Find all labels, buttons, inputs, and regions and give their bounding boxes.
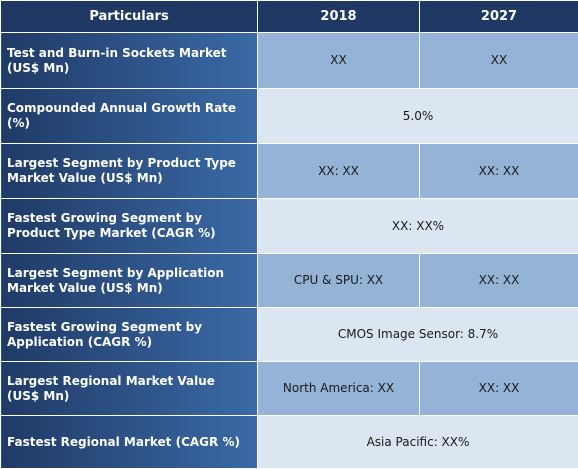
header-particulars: Particulars [1,1,258,33]
table-row: Fastest Regional Market (CAGR %) Asia Pa… [1,416,578,469]
value-2018: XX: XX [258,144,420,199]
row-label: Compounded Annual Growth Rate (%) [1,89,258,144]
value-2018: CPU & SPU: XX [258,254,420,308]
row-label: Test and Burn-in Sockets Market (US$ Mn) [1,33,258,89]
value-2027: XX [420,33,578,89]
table-row: Test and Burn-in Sockets Market (US$ Mn)… [1,33,578,89]
value-2018: XX [258,33,420,89]
row-label: Fastest Growing Segment by Product Type … [1,199,258,254]
table-row: Largest Segment by Application Market Va… [1,254,578,308]
value-2027: XX: XX [420,362,578,416]
table-row: Fastest Growing Segment by Application (… [1,308,578,362]
row-label: Largest Regional Market Value (US$ Mn) [1,362,258,416]
table-row: Compounded Annual Growth Rate (%) 5.0% [1,89,578,144]
header-2027: 2027 [420,1,578,33]
row-label: Fastest Growing Segment by Application (… [1,308,258,362]
value-merged: XX: XX% [258,199,578,254]
table-row: Largest Segment by Product Type Market V… [1,144,578,199]
header-row: Particulars 2018 2027 [1,1,578,33]
table-row: Largest Regional Market Value (US$ Mn) N… [1,362,578,416]
row-label: Fastest Regional Market (CAGR %) [1,416,258,469]
table-row: Fastest Growing Segment by Product Type … [1,199,578,254]
row-label: Largest Segment by Product Type Market V… [1,144,258,199]
value-merged: Asia Pacific: XX% [258,416,578,469]
value-2018: North America: XX [258,362,420,416]
value-2027: XX: XX [420,144,578,199]
value-merged: 5.0% [258,89,578,144]
header-2018: 2018 [258,1,420,33]
row-label: Largest Segment by Application Market Va… [1,254,258,308]
value-merged: CMOS Image Sensor: 8.7% [258,308,578,362]
value-2027: XX: XX [420,254,578,308]
